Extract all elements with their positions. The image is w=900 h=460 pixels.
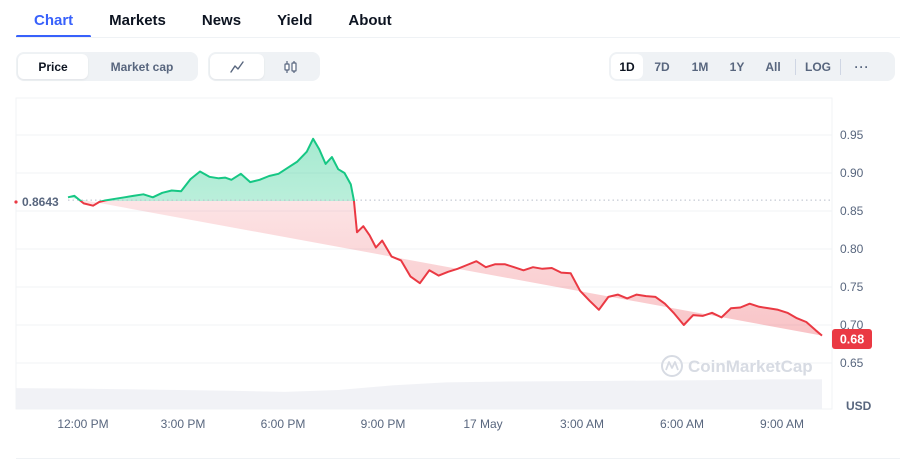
tab-about[interactable]: About — [348, 12, 392, 29]
candlestick-chart-button[interactable] — [264, 54, 318, 79]
range-7d-button[interactable]: 7D — [654, 59, 670, 74]
more-options-button[interactable]: ··· — [854, 59, 870, 74]
y-tick-label: 0.75 — [840, 280, 864, 294]
current-price-badge: 0.68 — [832, 329, 872, 349]
range-separator — [795, 58, 796, 75]
x-tick-label: 12:00 PM — [57, 417, 108, 431]
time-range-selector: 1D 7D 1M 1Y All LOG ··· — [609, 52, 895, 81]
x-tick-label: 9:00 PM — [361, 417, 406, 431]
range-1y-button[interactable]: 1Y — [729, 59, 745, 74]
y-tick-label: 0.85 — [840, 204, 864, 218]
x-tick-label: 9:00 AM — [760, 417, 804, 431]
price-chart-svg: CoinMarketCap 0.950.900.850.800.750.700.… — [14, 97, 872, 431]
price-chart[interactable]: CoinMarketCap 0.95 0.90 0.85 0.80 0.75 0.70 0.… — [0, 96, 900, 460]
y-tick-label: 0.95 — [840, 128, 864, 142]
log-scale-button[interactable]: LOG — [805, 59, 831, 74]
svg-text:0.8643: 0.8643 — [22, 195, 59, 209]
y-tick-label: 0.65 — [840, 356, 864, 370]
x-tick-label: 3:00 PM — [161, 417, 206, 431]
y-axis: 0.95 0.90 0.85 0.80 0.75 0.70 0.65 — [840, 128, 864, 370]
baseline-marker: 0.8643 — [14, 195, 59, 209]
chart-type-toggle — [208, 52, 320, 81]
price-line — [67, 137, 823, 337]
tab-divider — [16, 37, 900, 38]
svg-text:CoinMarketCap: CoinMarketCap — [688, 357, 813, 376]
currency-label: USD — [846, 399, 872, 413]
y-tick-label: 0.80 — [840, 242, 864, 256]
svg-text:0.68: 0.68 — [840, 333, 864, 347]
tab-bar: Chart Markets News Yield About — [16, 0, 410, 38]
bottom-divider — [16, 458, 900, 459]
line-chart-button[interactable] — [210, 54, 264, 79]
price-toggle-button[interactable]: Price — [18, 54, 88, 79]
x-axis: 12:00 PM 3:00 PM 6:00 PM 9:00 PM 17 May 3:00 … — [57, 417, 804, 431]
y-tick-label: 0.90 — [840, 166, 864, 180]
range-1m-button[interactable]: 1M — [691, 59, 709, 74]
metric-toggle: Price Market cap — [16, 52, 198, 81]
y-tick-label: 0.70 — [840, 318, 864, 332]
volume-area — [16, 379, 822, 409]
x-tick-label: 3:00 AM — [560, 417, 604, 431]
coinmarketcap-watermark: CoinMarketCap — [661, 355, 813, 377]
candlestick-icon — [284, 60, 297, 73]
tab-markets[interactable]: Markets — [109, 12, 166, 29]
x-tick-label: 17 May — [463, 417, 502, 431]
tab-news[interactable]: News — [201, 12, 242, 29]
tab-yield[interactable]: Yield — [277, 12, 313, 29]
range-separator — [840, 58, 841, 75]
line-chart-icon — [230, 60, 244, 73]
market-cap-toggle-button[interactable]: Market cap — [110, 59, 174, 74]
x-tick-label: 6:00 PM — [261, 417, 306, 431]
price-area-fill — [68, 138, 822, 336]
x-tick-label: 6:00 AM — [660, 417, 704, 431]
range-1d-button[interactable]: 1D — [611, 54, 643, 79]
tab-chart[interactable]: Chart — [16, 0, 92, 38]
range-all-button[interactable]: All — [765, 59, 781, 74]
